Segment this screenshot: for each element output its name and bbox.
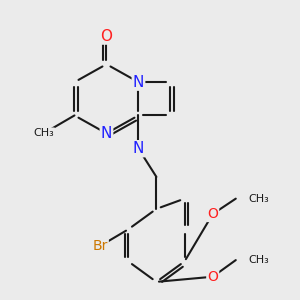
Text: O: O <box>207 207 218 221</box>
Text: CH₃: CH₃ <box>249 255 269 265</box>
Text: CH₃: CH₃ <box>249 194 269 204</box>
Text: O: O <box>207 270 218 284</box>
Text: O: O <box>100 28 112 44</box>
Text: N: N <box>133 75 144 90</box>
Text: N: N <box>101 126 112 141</box>
Text: Br: Br <box>92 239 108 253</box>
Text: CH₃: CH₃ <box>33 128 54 138</box>
Text: N: N <box>133 141 144 156</box>
